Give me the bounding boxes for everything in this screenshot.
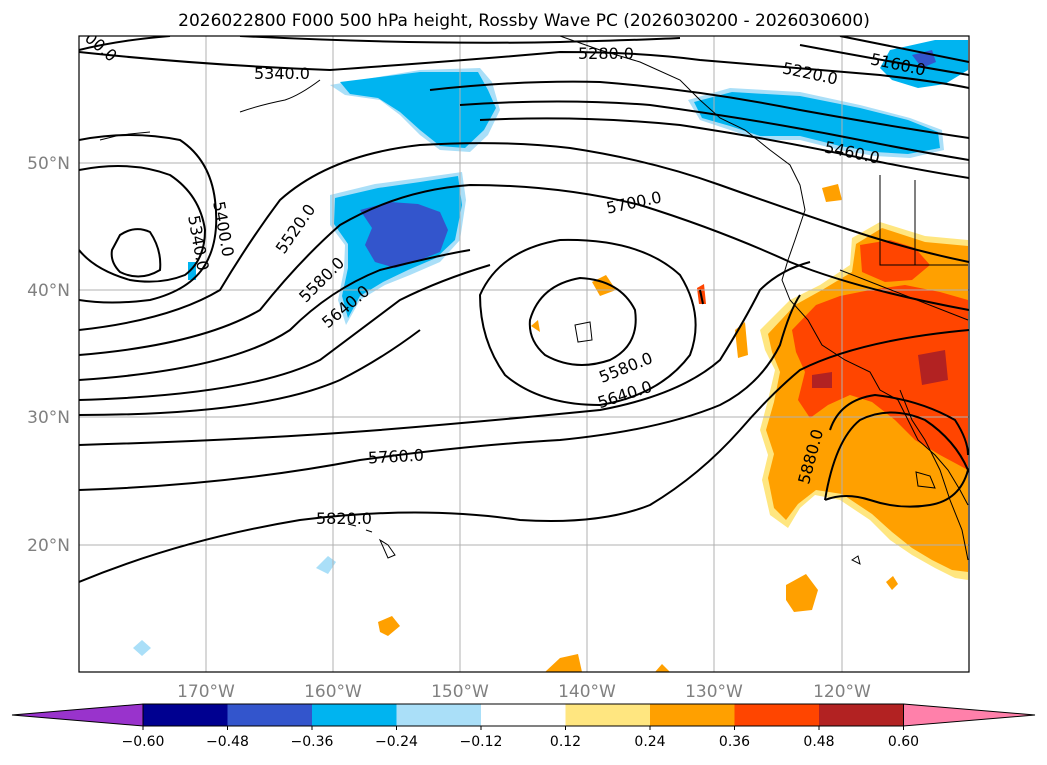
colorbar-segment [819, 704, 904, 726]
colorbar-border [142, 703, 904, 727]
colorbar-segment [565, 704, 651, 726]
colorbar-tick-label: −0.12 [460, 734, 503, 750]
map-panel: 5340.0 5280.0 5220.0 5160.0 5460.0 5400.… [79, 36, 969, 672]
lon-tick-label: 140°W [558, 682, 616, 702]
lon-tick-label: 150°W [431, 682, 489, 702]
colorbar-segment [481, 704, 566, 726]
contour-label: 5280.0 [578, 44, 634, 63]
colorbar-tick-label: 0.12 [550, 734, 581, 750]
colorbar-segment [312, 704, 397, 726]
colorbar-extend-high [903, 703, 1036, 727]
contour-label: 5820.0 [316, 509, 372, 528]
colorbar-segment [396, 704, 482, 726]
lat-tick-label: 20°N [27, 536, 70, 556]
longitude-labels: 170°W 160°W 150°W 140°W 130°W 120°W [177, 682, 871, 702]
negative-anomaly-shading [133, 40, 968, 656]
colorbar-tick-label: 0.60 [888, 734, 919, 750]
contour-label: 5760.0 [368, 446, 425, 468]
height-contours [79, 36, 969, 583]
lon-tick-label: 130°W [685, 682, 743, 702]
map-border [78, 35, 970, 673]
colorbar-segment [227, 704, 313, 726]
coastlines [99, 36, 969, 565]
colorbar-tick-label: −0.36 [291, 734, 334, 750]
colorbar: −0.60 −0.48 −0.36 −0.24 −0.12 0.12 0.24 0.36 0.4… [11, 703, 1036, 750]
colorbar-tick-label: 0.48 [803, 734, 834, 750]
colorbar-tick-label: −0.24 [375, 734, 418, 750]
colorbar-segment [734, 704, 820, 726]
contour-label: 5340.0 [254, 64, 310, 83]
colorbar-tick-label: −0.48 [206, 734, 249, 750]
colorbar-segment [650, 704, 735, 726]
latitude-labels: 50°N 40°N 30°N 20°N [27, 154, 70, 556]
colorbar-tick-label: 0.24 [634, 734, 665, 750]
lat-tick-label: 30°N [27, 408, 70, 428]
colorbar-tick-label: 0.36 [719, 734, 750, 750]
lat-tick-label: 50°N [27, 154, 70, 174]
lon-tick-label: 160°W [304, 682, 362, 702]
lat-tick-label: 40°N [27, 281, 70, 301]
colorbar-extend-low [11, 703, 144, 727]
lon-tick-label: 170°W [177, 682, 235, 702]
graticule [79, 36, 969, 672]
figure-title: 2026022800 F000 500 hPa height, Rossby W… [178, 11, 870, 31]
lon-tick-label: 120°W [813, 682, 871, 702]
colorbar-segment [143, 704, 228, 726]
colorbar-tick-label: −0.60 [122, 734, 165, 750]
